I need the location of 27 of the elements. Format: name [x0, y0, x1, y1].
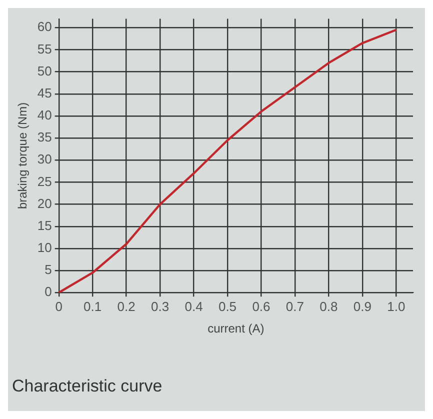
- x-tick-label: 0.8: [320, 298, 338, 314]
- y-tick-label: 50: [37, 63, 52, 78]
- x-axis-title: current (A): [208, 322, 264, 336]
- text: Characteristic curve: [12, 376, 162, 396]
- x-tick-label: 0.5: [218, 298, 237, 314]
- x-tick-label: 0.7: [286, 298, 304, 314]
- y-tick-label: 45: [37, 85, 52, 100]
- x-tick-label: 0.1: [84, 298, 102, 314]
- y-tick-label: 15: [37, 218, 52, 233]
- y-tick-label: 25: [37, 174, 52, 189]
- y-tick-label: 40: [37, 108, 52, 123]
- x-tick-label: 0: [55, 298, 62, 314]
- y-tick-label: 5: [44, 262, 52, 278]
- x-tick-label: 0.6: [252, 298, 270, 314]
- y-tick-label: 30: [37, 152, 52, 167]
- x-tick-label: 0.3: [151, 298, 170, 314]
- y-tick-label: 0: [44, 284, 52, 300]
- y-tick-label: 55: [37, 41, 52, 56]
- y-tick-label: 35: [37, 130, 52, 145]
- x-tick-label: 1.0: [387, 298, 406, 314]
- y-axis-title: braking torque (Nm): [16, 102, 30, 210]
- y-tick-label: 20: [37, 196, 52, 211]
- y-tick-label: 10: [37, 240, 52, 256]
- x-tick-label: 0.4: [184, 298, 203, 314]
- x-tick-label: 0.9: [353, 298, 372, 314]
- x-tick-label: 0.2: [117, 298, 136, 314]
- y-tick-label: 60: [37, 19, 52, 34]
